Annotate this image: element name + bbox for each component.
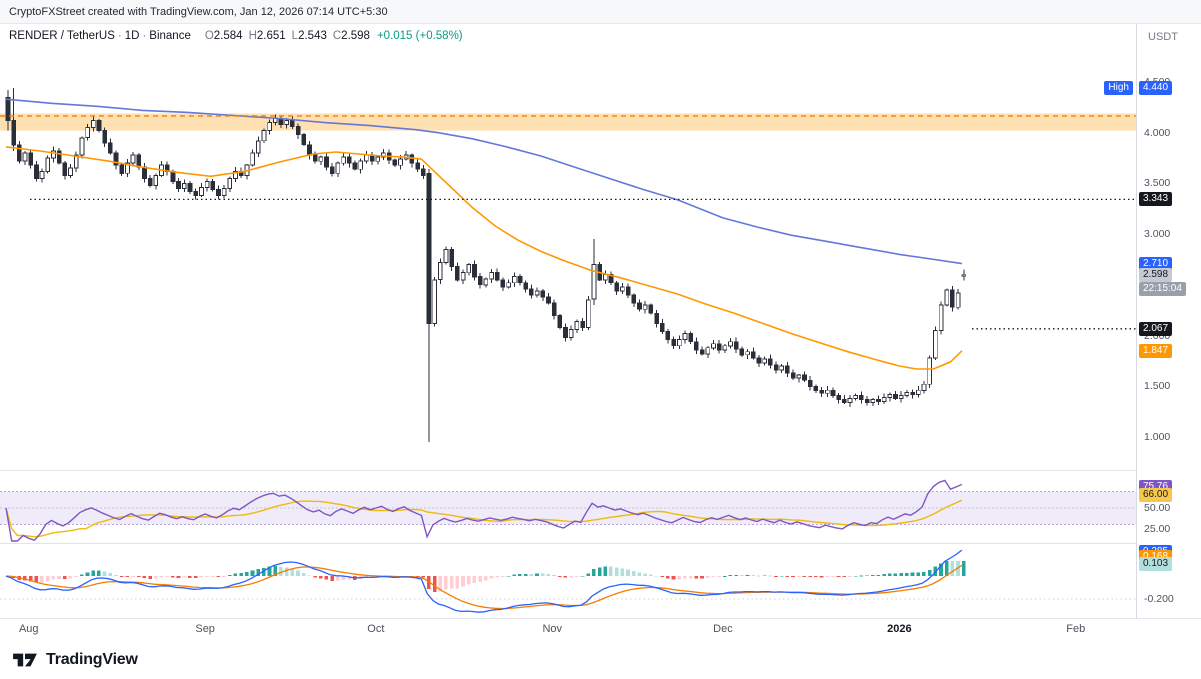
bar-countdown-badge: 22:15:04: [1139, 281, 1186, 296]
level-price-badge: 1.847: [1139, 344, 1173, 359]
rsi-axis-label: 50.00: [1144, 502, 1171, 514]
open-value: 2.584: [213, 30, 243, 42]
candlestick-chart[interactable]: [0, 24, 1136, 470]
close-value: 2.598: [341, 30, 370, 42]
tradingview-brand-text[interactable]: TradingView: [46, 650, 138, 668]
macd-pane[interactable]: [0, 544, 1136, 618]
ohlc-values: O2.584 H2.651 L2.543 C2.598 +0.015 (+0.58%): [199, 30, 463, 42]
price-change: +0.015 (+0.58%): [376, 30, 463, 42]
footer: TradingView: [0, 640, 1201, 679]
rsi-plot[interactable]: [0, 471, 1136, 543]
macd-axis-label: -0.200: [1144, 593, 1174, 605]
level-price-badge: 2.067: [1139, 321, 1173, 336]
macd-value-badge: 0.103: [1139, 557, 1173, 572]
exchange-label: Binance: [149, 30, 191, 42]
time-axis-label-feb: Feb: [1066, 623, 1086, 635]
chart-container: RENDER / TetherUS · 1D · Binance O2.584 H2.651…: [0, 24, 1201, 640]
close-label: C: [332, 30, 342, 42]
legend-separator: ·: [142, 30, 147, 42]
legend-separator: ·: [117, 30, 122, 42]
macd-plot[interactable]: [0, 544, 1136, 618]
time-axis-label-2026: 2026: [887, 623, 912, 635]
time-axis-label-sep: Sep: [195, 623, 215, 635]
time-axis-label-aug: Aug: [18, 623, 39, 635]
main-price-pane[interactable]: High: [0, 24, 1136, 470]
quote-currency-label: USDT: [1148, 31, 1178, 43]
low-label: L: [291, 30, 299, 42]
rsi-value-badge: 66.00: [1139, 487, 1173, 502]
time-axis-label-oct: Oct: [367, 623, 385, 635]
time-axis-separator: [0, 618, 1201, 619]
rsi-pane[interactable]: [0, 471, 1136, 543]
last-price-badge: 2.598: [1139, 267, 1173, 282]
level-price-badge: 2.710: [1139, 256, 1173, 271]
time-axis-label-nov: Nov: [542, 623, 563, 635]
rsi-axis-label: 25.00: [1144, 522, 1171, 535]
pane-separator[interactable]: [0, 543, 1201, 544]
tradingview-logo-icon[interactable]: [11, 649, 39, 671]
high-label: H: [248, 30, 257, 42]
price-axis-label: 4.000: [1144, 126, 1171, 139]
interval-label[interactable]: 1D: [124, 30, 140, 42]
symbol-name[interactable]: RENDER / TetherUS: [9, 30, 115, 42]
symbol-legend: RENDER / TetherUS · 1D · Binance O2.584 H2.651…: [9, 30, 463, 42]
pane-separator[interactable]: [0, 470, 1201, 471]
price-axis-label: 3.500: [1144, 177, 1171, 190]
price-axis-border: [1136, 24, 1137, 618]
period-high-price-badge: 4.440: [1139, 81, 1173, 96]
open-label: O: [204, 30, 214, 42]
level-price-badge: 3.343: [1139, 192, 1173, 207]
price-axis-label: 1.500: [1144, 380, 1171, 393]
attribution-bar: CryptoFXStreet created with TradingView.…: [0, 0, 1201, 24]
time-axis[interactable]: Aug Sep Oct Nov Dec 2026 Feb: [0, 619, 1136, 640]
low-value: 2.543: [298, 30, 327, 42]
attribution-text: CryptoFXStreet created with TradingView.…: [9, 6, 388, 18]
price-axis[interactable]: USDT 4.5004.0003.5003.0002.5002.0001.500…: [1137, 24, 1201, 618]
high-value: 2.651: [256, 30, 286, 42]
price-axis-label: 3.000: [1144, 228, 1171, 241]
time-axis-label-dec: Dec: [713, 623, 733, 635]
price-axis-label: 1.000: [1144, 431, 1171, 443]
